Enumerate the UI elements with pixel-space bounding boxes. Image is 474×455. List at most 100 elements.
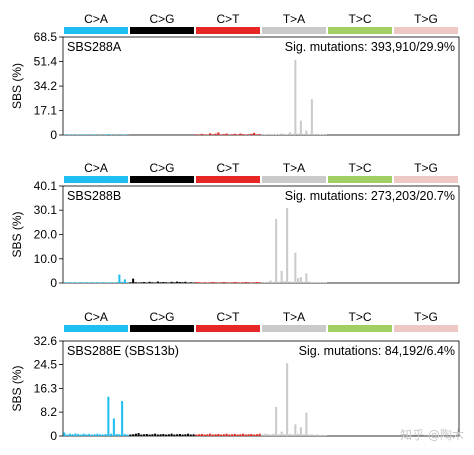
signature-bar: [82, 433, 85, 436]
signature-bar: [288, 132, 291, 135]
signature-bar: [283, 433, 286, 436]
signature-bar: [299, 276, 302, 283]
signature-bar: [198, 434, 201, 436]
signature-bar: [178, 282, 181, 283]
signature-bar: [112, 418, 115, 436]
signature-bar: [184, 281, 187, 283]
signature-bar: [253, 132, 256, 135]
signature-bar: [63, 432, 66, 436]
signature-bar: [233, 433, 236, 436]
signature-bar: [269, 280, 272, 283]
signature-bar: [288, 281, 291, 283]
signature-bar: [299, 120, 302, 135]
signature-bar: [159, 434, 162, 436]
y-tick-label: 16.3: [34, 382, 58, 396]
category-bar: [394, 27, 458, 34]
category-label: C>A: [84, 12, 108, 26]
signature-bar: [123, 433, 126, 436]
signature-info: Sig. mutations: 273,203/20.7%: [285, 189, 455, 203]
signature-bar: [280, 133, 283, 135]
signature-bar: [121, 281, 124, 283]
signature-bar: [123, 279, 126, 283]
signature-bar: [110, 433, 113, 436]
category-label: T>G: [414, 310, 438, 324]
signature-bar: [258, 433, 261, 436]
signature-bar: [242, 134, 245, 135]
signature-bar: [222, 434, 225, 436]
signature-bar: [299, 427, 302, 436]
signature-bar: [211, 134, 214, 135]
signature-bar: [272, 134, 275, 135]
signature-bar: [187, 433, 190, 436]
signature-bar: [68, 282, 71, 283]
signature-bar: [266, 433, 269, 436]
category-bar: [64, 27, 128, 34]
y-tick-label: 30.1: [34, 203, 58, 217]
signature-bar: [192, 434, 195, 436]
signature-bar: [99, 434, 102, 436]
signature-bar: [294, 252, 297, 283]
signature-bar: [310, 99, 313, 135]
y-axis-label: SBS (%): [10, 365, 24, 411]
signature-bar: [96, 433, 99, 436]
signature-bar: [162, 282, 165, 283]
signature-bar: [118, 274, 121, 283]
signature-bar: [236, 134, 239, 135]
signature-bar: [181, 434, 184, 436]
signature-bar: [77, 433, 80, 436]
signature-bar: [222, 282, 225, 283]
signature-bar: [247, 282, 250, 283]
signature-bar: [156, 281, 159, 283]
signature-bar: [195, 134, 198, 135]
signature-bar: [319, 134, 322, 135]
category-bar: [262, 27, 326, 34]
signature-bar: [115, 433, 118, 436]
signature-bar: [184, 434, 187, 436]
signature-bar: [258, 134, 261, 135]
signature-bar: [68, 433, 71, 436]
signature-bar: [206, 434, 209, 436]
category-label: C>A: [84, 310, 108, 324]
signature-bar: [253, 434, 256, 436]
signature-bar: [233, 282, 236, 283]
signature-bar: [231, 134, 234, 135]
signature-bar: [316, 133, 319, 135]
signature-bar: [121, 401, 124, 436]
category-bar: [262, 325, 326, 332]
signature-bar: [321, 134, 324, 135]
signature-bar: [203, 134, 206, 135]
y-tick-label: 34.2: [34, 79, 58, 93]
signature-bar: [319, 435, 322, 436]
signature-bar: [239, 133, 242, 135]
signature-bar: [170, 281, 173, 283]
signature-bar: [269, 434, 272, 436]
y-tick-label: 0: [50, 128, 57, 142]
signature-bar: [233, 133, 236, 135]
signature-bar: [143, 434, 146, 436]
signature-bar: [255, 434, 258, 436]
signature-bar: [140, 282, 143, 283]
signature-bar: [308, 434, 311, 436]
signature-bar: [247, 434, 250, 436]
signature-bar: [321, 282, 324, 283]
category-label: T>C: [348, 310, 371, 324]
watermark: 知乎 @陶木: [400, 428, 464, 442]
signature-info: Sig. mutations: 84,192/6.4%: [299, 344, 455, 358]
signature-bar: [162, 433, 165, 436]
signature-bar: [173, 282, 176, 283]
signature-bar: [68, 134, 71, 135]
category-label: C>G: [149, 310, 174, 324]
signature-bar: [214, 282, 217, 283]
category-bar: [328, 325, 392, 332]
signature-bar: [297, 433, 300, 436]
category-label: C>G: [149, 161, 174, 175]
category-label: T>G: [414, 12, 438, 26]
signature-bar: [88, 433, 91, 436]
signature-bar: [291, 281, 294, 283]
signature-bar: [225, 282, 228, 283]
signature-bar: [189, 434, 192, 436]
signature-name: SBS288A: [67, 40, 122, 54]
signature-bar: [305, 412, 308, 436]
signature-bar: [324, 134, 327, 135]
signature-bar: [258, 282, 261, 283]
